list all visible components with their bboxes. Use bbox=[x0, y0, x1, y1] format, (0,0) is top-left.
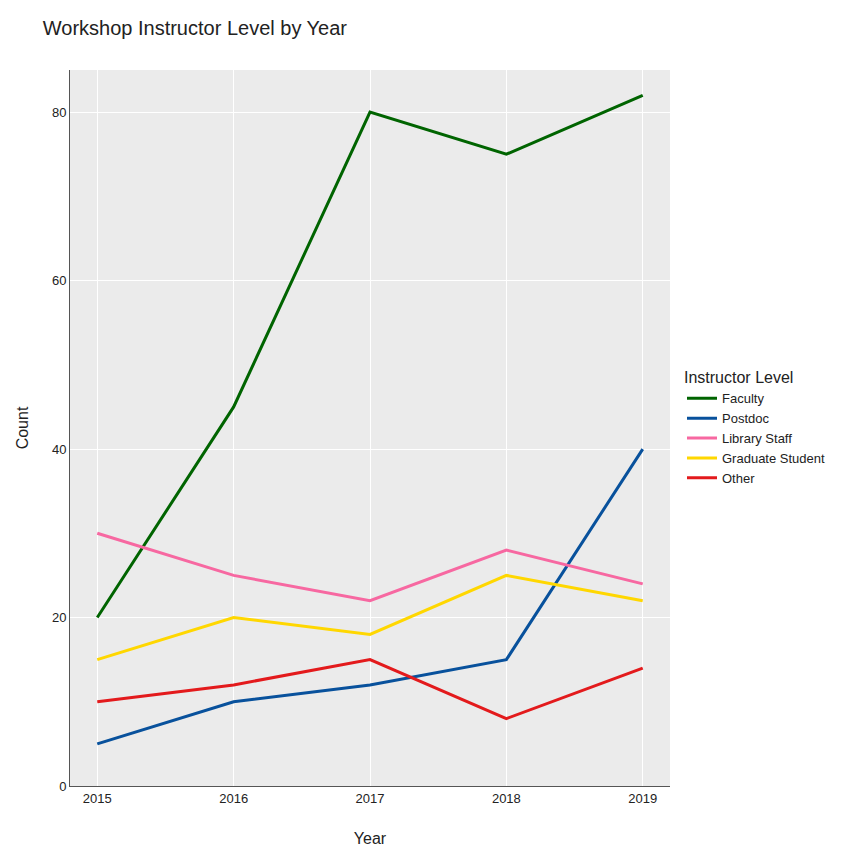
svg-text:Library Staff: Library Staff bbox=[722, 431, 792, 446]
svg-text:Other: Other bbox=[722, 471, 755, 486]
svg-text:Instructor Level: Instructor Level bbox=[684, 369, 793, 386]
svg-text:2016: 2016 bbox=[219, 791, 248, 806]
svg-text:20: 20 bbox=[52, 610, 66, 625]
svg-text:Year: Year bbox=[354, 830, 387, 847]
svg-text:2017: 2017 bbox=[356, 791, 385, 806]
svg-text:Postdoc: Postdoc bbox=[722, 411, 769, 426]
svg-text:0: 0 bbox=[59, 779, 66, 794]
svg-text:2019: 2019 bbox=[628, 791, 657, 806]
svg-text:Count: Count bbox=[14, 406, 31, 449]
svg-text:2018: 2018 bbox=[492, 791, 521, 806]
svg-text:Workshop Instructor Level by Y: Workshop Instructor Level by Year bbox=[43, 17, 348, 39]
svg-text:Faculty: Faculty bbox=[722, 391, 764, 406]
svg-text:2015: 2015 bbox=[83, 791, 112, 806]
svg-text:Graduate Student: Graduate Student bbox=[722, 451, 825, 466]
svg-text:80: 80 bbox=[52, 105, 66, 120]
svg-text:60: 60 bbox=[52, 273, 66, 288]
svg-text:40: 40 bbox=[52, 442, 66, 457]
